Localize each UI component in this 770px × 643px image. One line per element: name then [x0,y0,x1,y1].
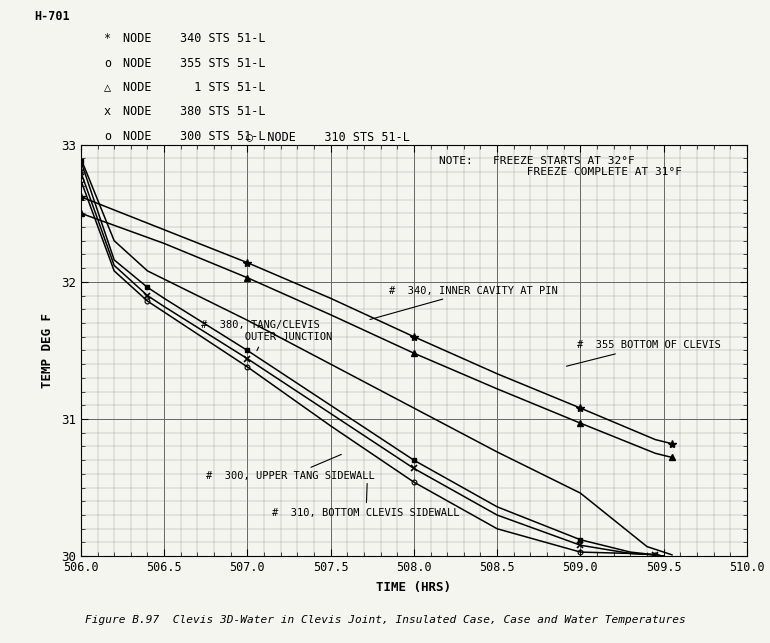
X-axis label: TIME (HRS): TIME (HRS) [377,581,451,594]
Text: △: △ [104,81,111,94]
Y-axis label: TEMP DEG F: TEMP DEG F [41,313,54,388]
Text: NODE    340 STS 51-L: NODE 340 STS 51-L [123,32,266,45]
Text: #  355 BOTTOM OF CLEVIS: # 355 BOTTOM OF CLEVIS [567,340,721,367]
Text: #  310, BOTTOM CLEVIS SIDEWALL: # 310, BOTTOM CLEVIS SIDEWALL [273,484,460,518]
Text: NODE    380 STS 51-L: NODE 380 STS 51-L [123,105,266,118]
Text: NODE    300 STS 51-L: NODE 300 STS 51-L [123,130,266,143]
Text: Figure B.97  Clevis 3D-Water in Clevis Joint, Insulated Case, Case and Water Tem: Figure B.97 Clevis 3D-Water in Clevis Jo… [85,615,685,625]
Text: ○  NODE    310 STS 51-L: ○ NODE 310 STS 51-L [246,130,410,143]
Text: NOTE:   FREEZE STARTS AT 32°F
             FREEZE COMPLETE AT 31°F: NOTE: FREEZE STARTS AT 32°F FREEZE COMPL… [439,156,682,177]
Text: #  300, UPPER TANG SIDEWALL: # 300, UPPER TANG SIDEWALL [206,455,374,481]
Text: o: o [104,130,111,143]
Text: *: * [104,32,111,45]
Text: NODE      1 STS 51-L: NODE 1 STS 51-L [123,81,266,94]
Text: H-701: H-701 [35,10,70,23]
Text: #  380, TANG/CLEVIS
       OUTER JUNCTION: # 380, TANG/CLEVIS OUTER JUNCTION [201,320,332,350]
Text: o: o [104,57,111,69]
Text: #  340, INNER CAVITY AT PIN: # 340, INNER CAVITY AT PIN [370,285,557,320]
Text: NODE    355 STS 51-L: NODE 355 STS 51-L [123,57,266,69]
Text: x: x [104,105,111,118]
